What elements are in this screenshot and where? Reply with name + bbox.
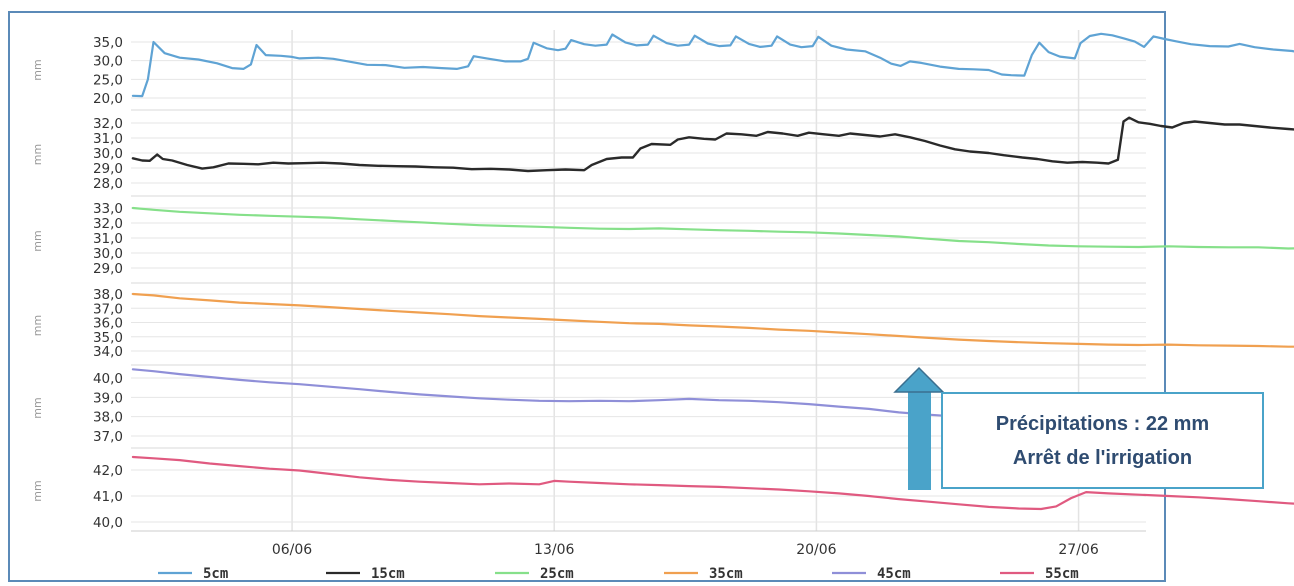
y-tick-label: 30,0 — [93, 146, 123, 162]
annotation-box: Précipitations : 22 mm Arrêt de l'irriga… — [941, 392, 1264, 489]
y-tick-label: 35,0 — [93, 35, 123, 51]
y-tick-label: 41,0 — [93, 489, 123, 505]
y-axis-unit-label: mm — [31, 397, 44, 418]
y-tick-label: 32,0 — [93, 116, 123, 132]
annotation-arrow-head — [893, 366, 945, 393]
y-tick-label: 34,0 — [93, 344, 123, 360]
legend-label-45cm: 45cm — [877, 566, 911, 582]
y-tick-label: 35,0 — [93, 330, 123, 346]
y-axis-unit-label: mm — [31, 144, 44, 165]
y-tick-label: 36,0 — [93, 316, 123, 332]
y-axis-unit-label: mm — [31, 480, 44, 501]
y-tick-label: 20,0 — [93, 91, 123, 107]
x-tick-label: 27/06 — [1058, 542, 1098, 558]
legend-label-25cm: 25cm — [540, 566, 574, 582]
annotation-line-1: Précipitations : 22 mm — [995, 412, 1210, 435]
x-tick-label: 06/06 — [272, 542, 312, 558]
y-tick-label: 32,0 — [93, 216, 123, 232]
y-tick-label: 30,0 — [93, 246, 123, 262]
x-tick-label: 20/06 — [796, 542, 836, 558]
y-axis-unit-label: mm — [31, 315, 44, 336]
y-axis-unit-label: mm — [31, 230, 44, 251]
y-tick-label: 37,0 — [93, 429, 123, 445]
legend-label-55cm: 55cm — [1045, 566, 1079, 582]
annotation-arrow-shaft — [908, 390, 931, 490]
y-tick-label: 29,0 — [93, 161, 123, 177]
series-line-25cm — [131, 206, 1294, 250]
y-tick-label: 30,0 — [93, 54, 123, 70]
y-tick-label: 37,0 — [93, 301, 123, 317]
y-tick-label: 42,0 — [93, 463, 123, 479]
series-line-55cm — [131, 455, 1294, 511]
annotation-line-2: Arrêt de l'irrigation — [1012, 446, 1193, 469]
y-tick-label: 33,0 — [93, 201, 123, 217]
y-tick-label: 25,0 — [93, 72, 123, 88]
legend-label-15cm: 15cm — [371, 566, 405, 582]
x-tick-label: 13/06 — [534, 542, 574, 558]
y-tick-label: 28,0 — [93, 176, 123, 192]
y-axis-unit-label: mm — [31, 59, 44, 80]
legend-label-5cm: 5cm — [203, 566, 228, 582]
series-line-15cm — [131, 116, 1294, 173]
series-line-5cm — [131, 32, 1294, 98]
y-tick-label: 31,0 — [93, 131, 123, 147]
y-tick-label: 40,0 — [93, 371, 123, 387]
series-line-35cm — [131, 292, 1294, 348]
y-tick-label: 39,0 — [93, 390, 123, 406]
legend-label-35cm: 35cm — [709, 566, 743, 582]
y-tick-label: 38,0 — [93, 410, 123, 426]
y-tick-label: 29,0 — [93, 261, 123, 277]
y-tick-label: 31,0 — [93, 231, 123, 247]
y-tick-label: 40,0 — [93, 515, 123, 531]
y-tick-label: 38,0 — [93, 287, 123, 303]
